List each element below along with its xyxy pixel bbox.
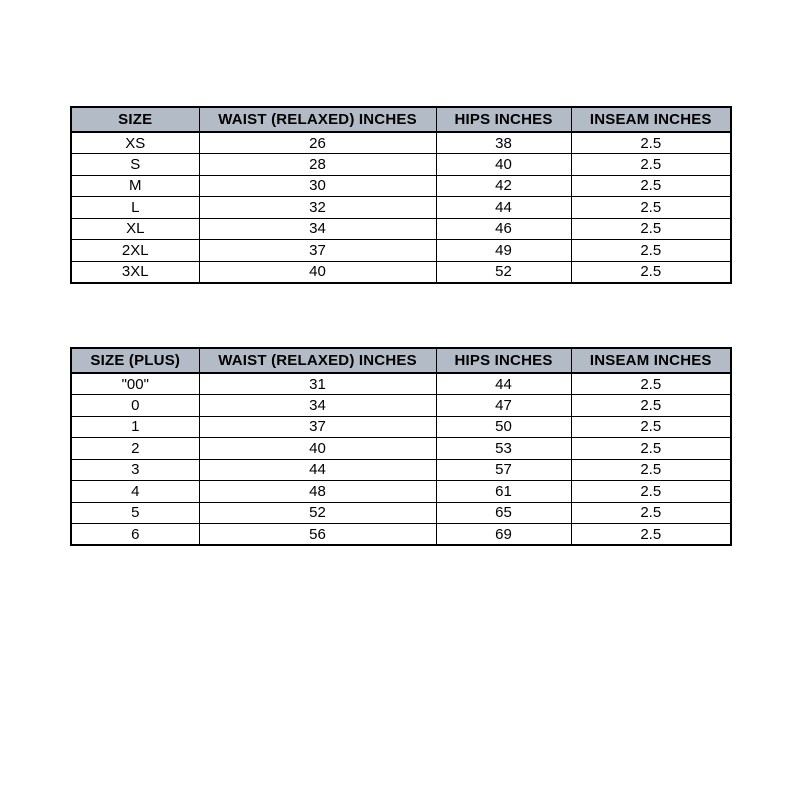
table-cell: 52 — [435, 260, 572, 283]
table-row: 1 37 50 2.5 — [70, 415, 732, 438]
table-cell: 2.5 — [570, 415, 732, 438]
table-cell: 6 — [70, 523, 200, 546]
header-row: SIZE WAIST (RELAXED) INCHES HIPS INCHES INS… — [70, 106, 732, 133]
table-cell: 26 — [198, 131, 437, 154]
table-cell: "00" — [70, 372, 200, 395]
table-cell: 34 — [198, 394, 437, 417]
table-cell: M — [70, 174, 200, 197]
table-row: 4 48 61 2.5 — [70, 480, 732, 503]
table-row: 5 52 65 2.5 — [70, 501, 732, 524]
table-cell: 56 — [198, 523, 437, 546]
table-cell: 2.5 — [570, 174, 732, 197]
table-cell: 47 — [435, 394, 572, 417]
table-cell: 40 — [198, 260, 437, 283]
regular-size-chart-table: SIZE WAIST (RELAXED) INCHES HIPS INCHES INS… — [70, 106, 732, 284]
table-cell: 40 — [198, 437, 437, 460]
plus-size-chart-table: SIZE (PLUS) WAIST (RELAXED) INCHES HIPS IN… — [70, 347, 732, 546]
table-cell: 48 — [198, 480, 437, 503]
table-cell: 38 — [435, 131, 572, 154]
table-cell: 2.5 — [570, 394, 732, 417]
table-cell: 2.5 — [570, 196, 732, 219]
table-cell: 61 — [435, 480, 572, 503]
regular-size-chart-body: XS 26 38 2.5 S 28 40 2.5 M 30 42 2.5 L 32 44 2.5 XL 34 46 2… — [70, 131, 732, 283]
table-cell: 2.5 — [570, 260, 732, 283]
table-cell: 4 — [70, 480, 200, 503]
table-cell: 30 — [198, 174, 437, 197]
table-row: 0 34 47 2.5 — [70, 394, 732, 417]
table-cell: 2.5 — [570, 217, 732, 240]
table-cell: 40 — [435, 153, 572, 176]
table-cell: 2 — [70, 437, 200, 460]
table-row: XS 26 38 2.5 — [70, 131, 732, 154]
table-cell: 2.5 — [570, 131, 732, 154]
table-cell: 2.5 — [570, 437, 732, 460]
table-cell: 2.5 — [570, 458, 732, 481]
table-cell: 44 — [435, 372, 572, 395]
column-header: INSEAM INCHES — [570, 106, 732, 133]
table-cell: L — [70, 196, 200, 219]
table-cell: 32 — [198, 196, 437, 219]
table-row: L 32 44 2.5 — [70, 196, 732, 219]
table-row: 2XL 37 49 2.5 — [70, 239, 732, 262]
table-cell: 46 — [435, 217, 572, 240]
table-cell: 31 — [198, 372, 437, 395]
table-row: 3XL 40 52 2.5 — [70, 260, 732, 283]
column-header: SIZE (PLUS) — [70, 347, 200, 374]
table-cell: 44 — [435, 196, 572, 219]
table-row: "00" 31 44 2.5 — [70, 372, 732, 395]
column-header: HIPS INCHES — [435, 347, 572, 374]
column-header: SIZE — [70, 106, 200, 133]
regular-size-chart-header: SIZE WAIST (RELAXED) INCHES HIPS INCHES INS… — [70, 106, 732, 133]
table-cell: 3 — [70, 458, 200, 481]
table-cell: 2.5 — [570, 523, 732, 546]
table-cell: 2.5 — [570, 480, 732, 503]
plus-size-chart-body: "00" 31 44 2.5 0 34 47 2.5 1 37 50 2.5 2 40 53 2.5 3 44 57… — [70, 372, 732, 546]
table-cell: 52 — [198, 501, 437, 524]
column-header: WAIST (RELAXED) INCHES — [198, 347, 437, 374]
table-cell: 65 — [435, 501, 572, 524]
table-cell: 44 — [198, 458, 437, 481]
table-cell: 49 — [435, 239, 572, 262]
table-cell: 2.5 — [570, 501, 732, 524]
header-row: SIZE (PLUS) WAIST (RELAXED) INCHES HIPS IN… — [70, 347, 732, 374]
table-cell: 3XL — [70, 260, 200, 283]
table-cell: 28 — [198, 153, 437, 176]
table-cell: XL — [70, 217, 200, 240]
table-row: 3 44 57 2.5 — [70, 458, 732, 481]
table-cell: XS — [70, 131, 200, 154]
table-row: S 28 40 2.5 — [70, 153, 732, 176]
column-header: HIPS INCHES — [435, 106, 572, 133]
column-header: INSEAM INCHES — [570, 347, 732, 374]
table-cell: 34 — [198, 217, 437, 240]
table-cell: 50 — [435, 415, 572, 438]
table-cell: 1 — [70, 415, 200, 438]
table-row: M 30 42 2.5 — [70, 174, 732, 197]
table-cell: 37 — [198, 239, 437, 262]
table-cell: 2.5 — [570, 153, 732, 176]
table-cell: S — [70, 153, 200, 176]
table-cell: 42 — [435, 174, 572, 197]
table-cell: 53 — [435, 437, 572, 460]
table-row: 2 40 53 2.5 — [70, 437, 732, 460]
table-cell: 2.5 — [570, 239, 732, 262]
column-header: WAIST (RELAXED) INCHES — [198, 106, 437, 133]
table-cell: 69 — [435, 523, 572, 546]
table-cell: 37 — [198, 415, 437, 438]
plus-size-chart-header: SIZE (PLUS) WAIST (RELAXED) INCHES HIPS IN… — [70, 347, 732, 374]
table-cell: 0 — [70, 394, 200, 417]
table-cell: 57 — [435, 458, 572, 481]
table-cell: 5 — [70, 501, 200, 524]
table-row: 6 56 69 2.5 — [70, 523, 732, 546]
table-row: XL 34 46 2.5 — [70, 217, 732, 240]
table-cell: 2.5 — [570, 372, 732, 395]
table-cell: 2XL — [70, 239, 200, 262]
